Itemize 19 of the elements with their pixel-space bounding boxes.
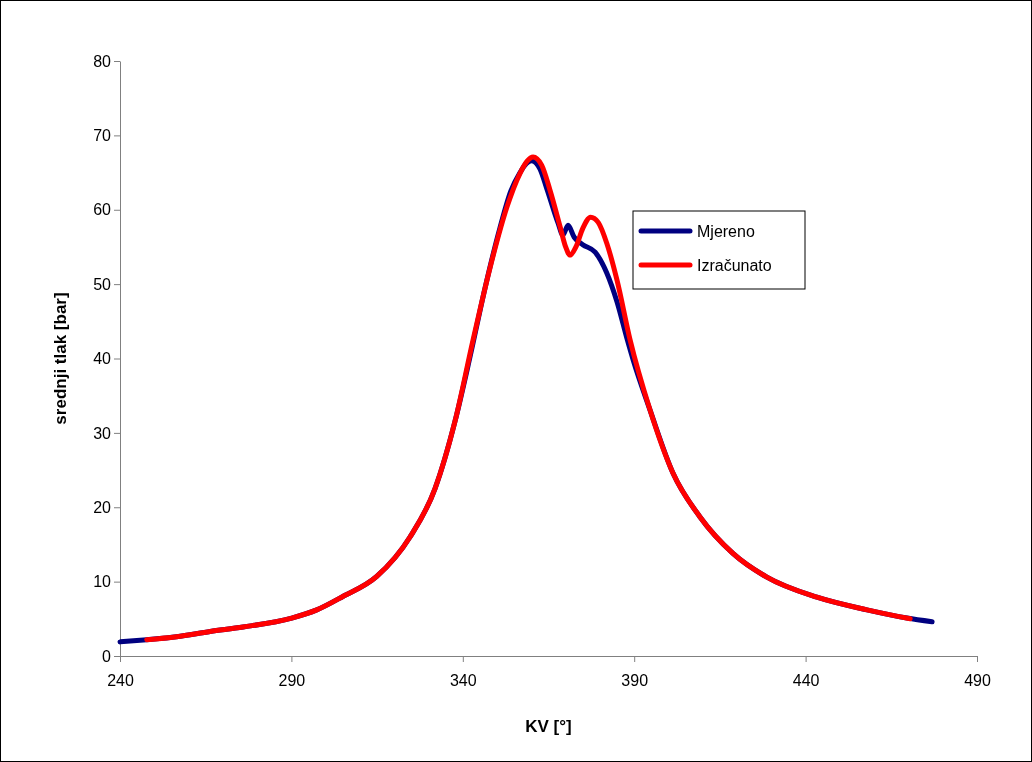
x-axis-title: KV [°] bbox=[525, 717, 572, 736]
legend-label: Mjereno bbox=[697, 223, 755, 240]
y-tick-label: 20 bbox=[93, 498, 112, 516]
y-tick-label: 80 bbox=[93, 52, 112, 70]
y-tick-label: 10 bbox=[93, 573, 112, 591]
x-tick-label: 440 bbox=[792, 671, 820, 689]
x-tick-label: 290 bbox=[278, 671, 306, 689]
y-tick-label: 50 bbox=[93, 275, 112, 293]
x-tick-label: 340 bbox=[449, 671, 477, 689]
legend-label: Izračunato bbox=[697, 257, 772, 274]
x-tick-label: 240 bbox=[107, 671, 134, 689]
y-tick-label: 70 bbox=[93, 127, 112, 144]
y-tick-label: 0 bbox=[102, 647, 112, 665]
y-axis-title: srednji tlak [bar] bbox=[51, 292, 70, 425]
x-tick-label: 490 bbox=[964, 671, 991, 689]
y-tick-label: 30 bbox=[93, 424, 112, 442]
y-tick-label: 60 bbox=[93, 201, 112, 219]
y-tick-label: 40 bbox=[93, 350, 112, 368]
x-tick-label: 390 bbox=[621, 671, 649, 689]
